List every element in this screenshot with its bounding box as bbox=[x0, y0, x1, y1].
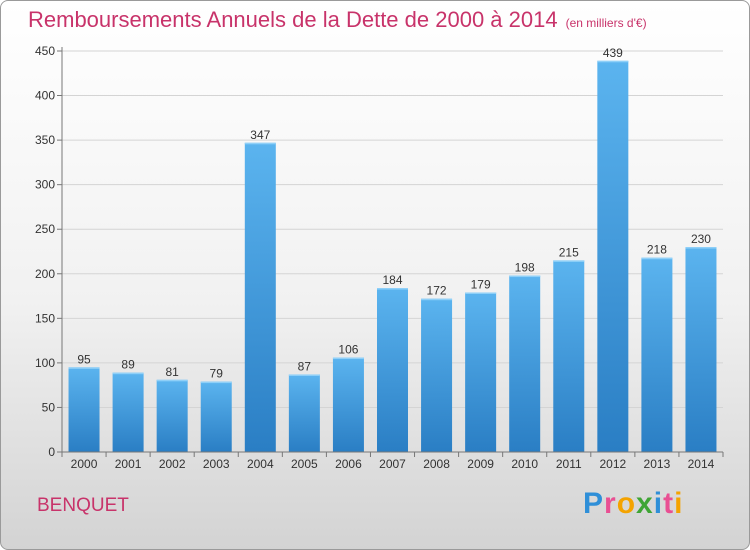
bar-highlight bbox=[421, 299, 452, 301]
bar-highlight bbox=[289, 374, 320, 376]
commune-name: BENQUET bbox=[37, 495, 129, 517]
data-label: 89 bbox=[121, 358, 135, 372]
data-label: 198 bbox=[515, 261, 535, 275]
data-label: 172 bbox=[427, 284, 447, 298]
logo-letter: i bbox=[674, 487, 683, 520]
bar-chart: 95 89 81 79 347 87 106 184 172 179 198 215 439 218 230… bbox=[1, 1, 750, 550]
bar-highlight bbox=[465, 292, 496, 294]
y-tick-label: 350 bbox=[35, 133, 55, 147]
data-label: 347 bbox=[250, 128, 270, 142]
bar-highlight bbox=[333, 358, 364, 360]
chart-frame: Remboursements Annuels de la Dette de 20… bbox=[0, 0, 750, 550]
x-tick-label: 2006 bbox=[335, 457, 362, 471]
x-tick-label: 2013 bbox=[644, 457, 671, 471]
x-tick-label: 2005 bbox=[291, 457, 318, 471]
logo-letter: x bbox=[636, 487, 654, 520]
y-tick-label: 250 bbox=[35, 222, 55, 236]
y-tick-label: 50 bbox=[42, 400, 56, 414]
x-tick-label: 2001 bbox=[115, 457, 142, 471]
bar-highlight bbox=[509, 276, 540, 278]
data-label: 81 bbox=[165, 365, 179, 379]
bar bbox=[333, 358, 364, 452]
bar bbox=[597, 61, 628, 452]
logo-letter: P bbox=[583, 487, 604, 520]
bar bbox=[113, 373, 144, 452]
bar-highlight bbox=[201, 382, 232, 384]
bars-layer: 95 89 81 79 347 87 106 184 172 179 198 215 439 218 230 bbox=[69, 46, 717, 452]
data-label: 87 bbox=[298, 359, 312, 373]
logo-letter: o bbox=[617, 487, 636, 520]
x-tick-label: 2009 bbox=[467, 457, 494, 471]
y-tick-label: 400 bbox=[35, 89, 55, 103]
x-tick-label: 2007 bbox=[379, 457, 406, 471]
data-label: 106 bbox=[338, 343, 358, 357]
data-label: 218 bbox=[647, 243, 667, 257]
bar bbox=[421, 299, 452, 452]
bar bbox=[289, 374, 320, 452]
logo-letter: t bbox=[663, 487, 674, 520]
x-tick-label: 2012 bbox=[599, 457, 626, 471]
proxiti-logo[interactable]: Proxiti bbox=[583, 487, 683, 521]
bar-highlight bbox=[157, 380, 188, 382]
bar-highlight bbox=[641, 258, 672, 260]
y-tick-label: 0 bbox=[48, 445, 55, 459]
bar-highlight bbox=[69, 367, 100, 369]
data-label: 230 bbox=[691, 232, 711, 246]
y-tick-label: 100 bbox=[35, 356, 55, 370]
x-tick-label: 2000 bbox=[71, 457, 98, 471]
logo-letter: i bbox=[654, 487, 663, 520]
bar bbox=[157, 380, 188, 452]
bar bbox=[201, 382, 232, 452]
y-tick-label: 300 bbox=[35, 178, 55, 192]
bar bbox=[69, 367, 100, 452]
bar bbox=[245, 143, 276, 452]
bar-highlight bbox=[113, 373, 144, 375]
x-tick-label: 2011 bbox=[556, 457, 582, 471]
x-tick-label: 2002 bbox=[159, 457, 186, 471]
x-tick-label: 2004 bbox=[247, 457, 274, 471]
logo-letter: r bbox=[604, 487, 617, 520]
bar-highlight bbox=[597, 61, 628, 63]
y-tick-label: 150 bbox=[35, 311, 55, 325]
bar-highlight bbox=[245, 143, 276, 145]
x-tick-label: 2003 bbox=[203, 457, 230, 471]
bar bbox=[465, 292, 496, 452]
y-tick-label: 200 bbox=[35, 267, 55, 281]
bar-highlight bbox=[553, 260, 584, 262]
bar bbox=[377, 288, 408, 452]
x-tick-label: 2008 bbox=[423, 457, 450, 471]
data-label: 184 bbox=[382, 273, 402, 287]
bar bbox=[641, 258, 672, 452]
y-tick-label: 450 bbox=[35, 44, 55, 58]
bar-highlight bbox=[377, 288, 408, 290]
bar bbox=[685, 247, 716, 452]
data-label: 439 bbox=[603, 46, 623, 60]
data-label: 179 bbox=[471, 277, 491, 291]
bar bbox=[553, 260, 584, 452]
data-label: 95 bbox=[77, 352, 91, 366]
data-label: 79 bbox=[210, 367, 224, 381]
bar bbox=[509, 276, 540, 452]
bar-highlight bbox=[685, 247, 716, 249]
data-label: 215 bbox=[559, 245, 579, 259]
x-tick-label: 2014 bbox=[688, 457, 715, 471]
x-tick-label: 2010 bbox=[511, 457, 538, 471]
